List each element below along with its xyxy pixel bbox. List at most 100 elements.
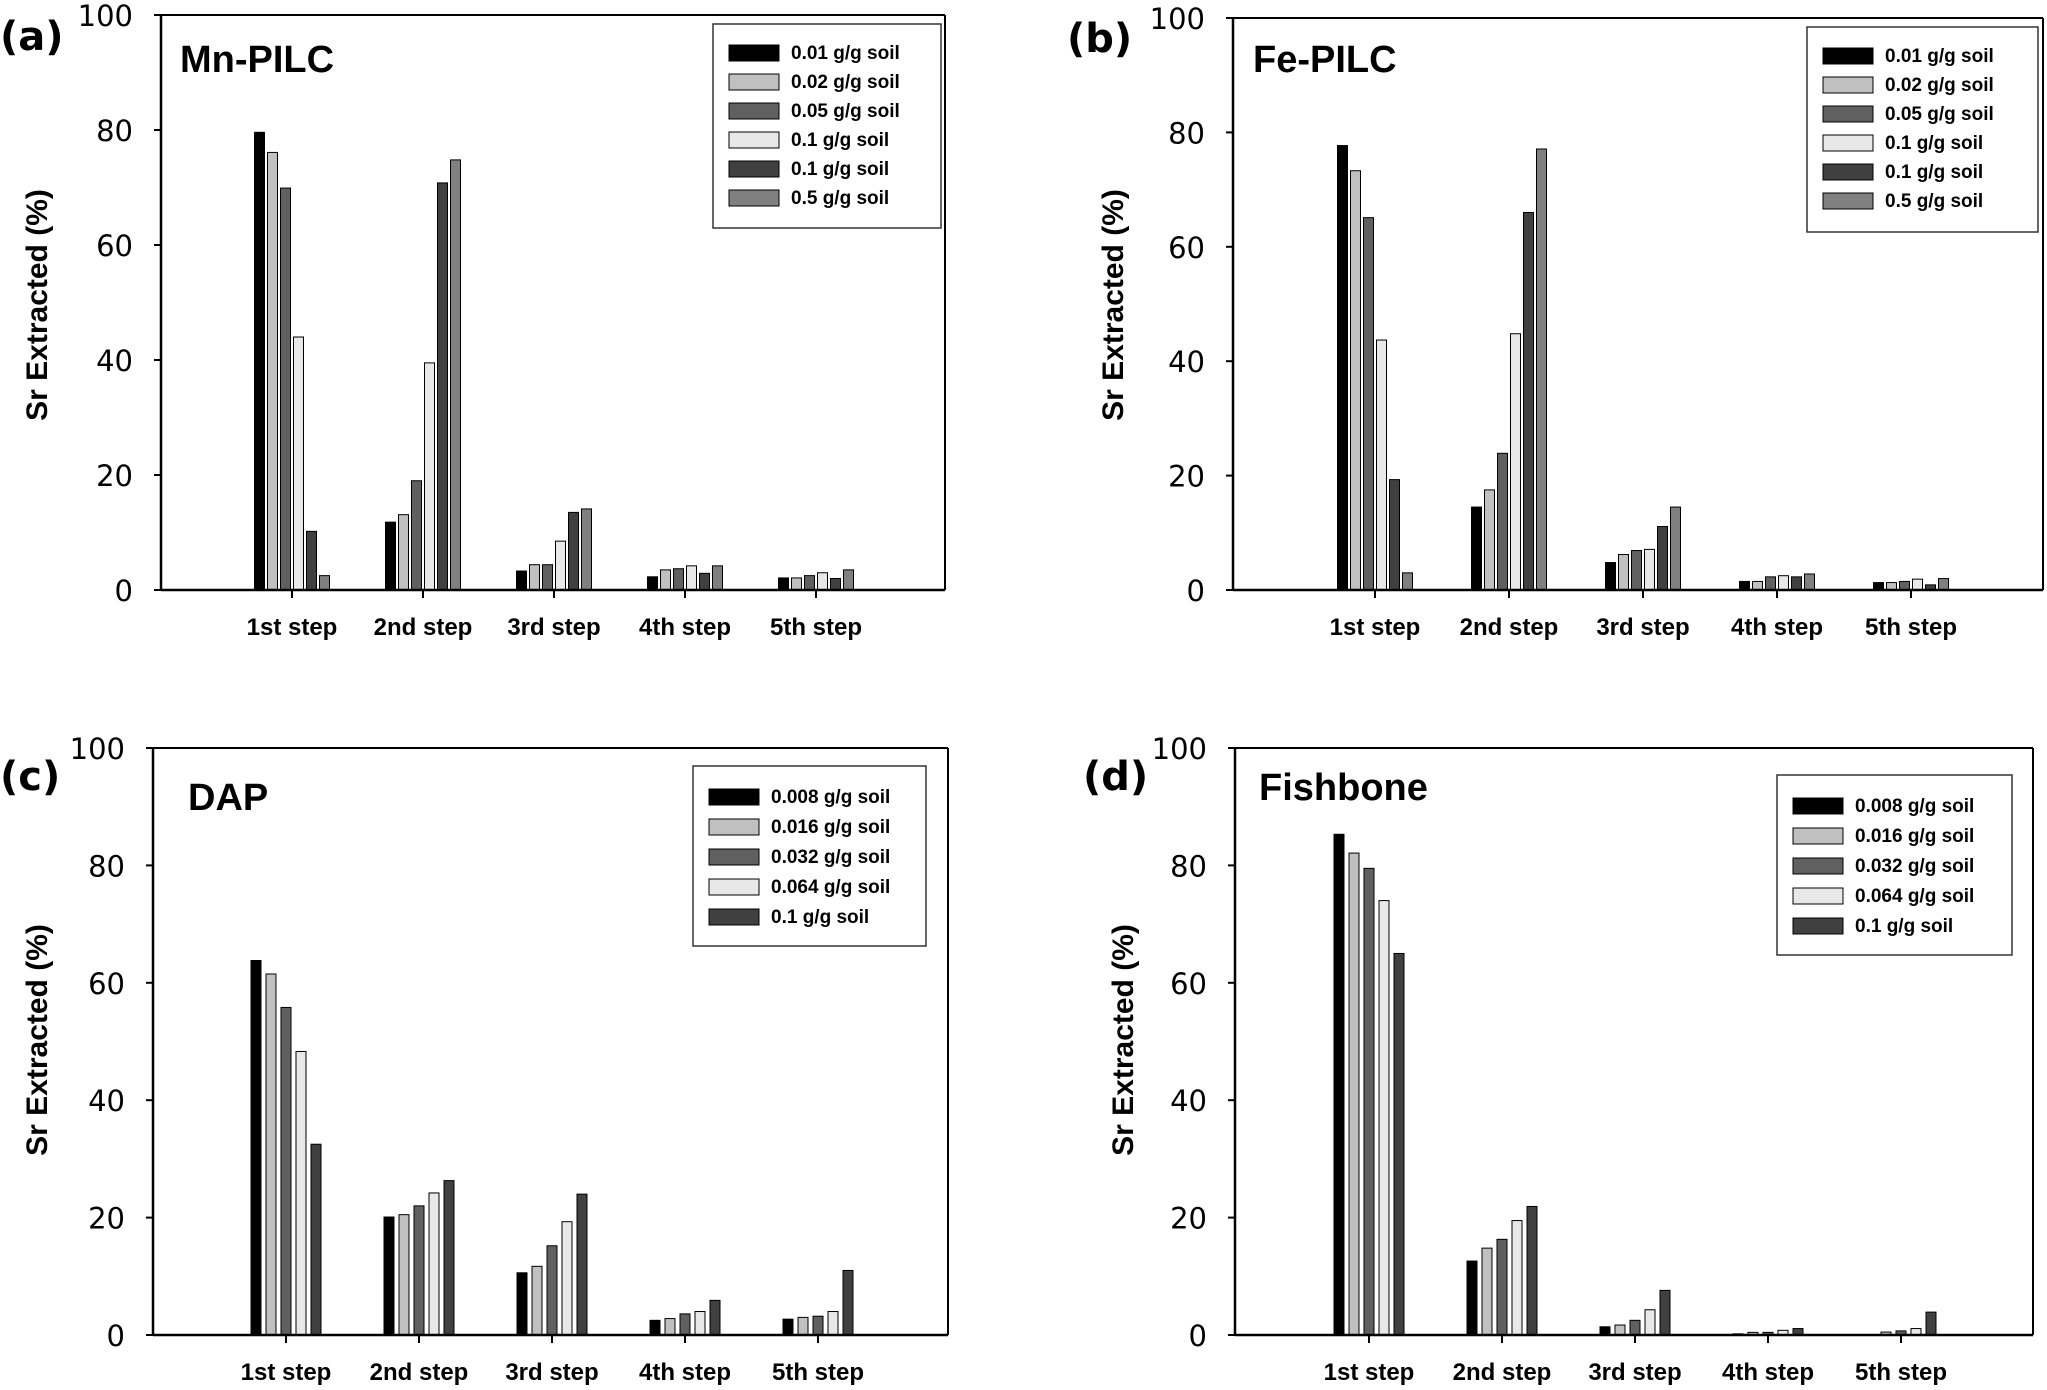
legend-item: 0.1 g/g soil bbox=[728, 130, 889, 151]
legend-label: 0.1 g/g soil bbox=[1855, 916, 1953, 937]
legend-swatch bbox=[1792, 887, 1844, 905]
bar bbox=[265, 973, 277, 1336]
panel-label: (b) bbox=[1067, 16, 1132, 62]
bar bbox=[398, 514, 409, 591]
bar bbox=[310, 1143, 322, 1336]
bar bbox=[782, 1318, 794, 1336]
bar bbox=[1657, 526, 1668, 591]
y-tick-label: 20 bbox=[1168, 460, 1205, 494]
legend-swatch bbox=[728, 73, 780, 91]
legend-swatch bbox=[1822, 47, 1874, 65]
y-tick-label: 80 bbox=[96, 114, 133, 148]
y-tick-label: 80 bbox=[1168, 116, 1205, 150]
legend-label: 0.016 g/g soil bbox=[1855, 826, 1974, 847]
bar bbox=[647, 576, 658, 591]
legend-item: 0.008 g/g soil bbox=[1792, 796, 1974, 817]
bar bbox=[293, 336, 304, 591]
x-tick-label: 1st step bbox=[1324, 1359, 1415, 1386]
panel-title: Fishbone bbox=[1259, 767, 1428, 809]
bar bbox=[516, 1272, 528, 1336]
legend-swatch bbox=[1792, 857, 1844, 875]
x-tick-label: 5th step bbox=[770, 614, 862, 641]
bar bbox=[1389, 479, 1400, 591]
x-tick-label: 3rd step bbox=[1588, 1359, 1681, 1386]
bar bbox=[383, 1216, 395, 1336]
legend-label: 0.064 g/g soil bbox=[1855, 886, 1974, 907]
legend-label: 0.008 g/g soil bbox=[1855, 796, 1974, 817]
bar bbox=[1510, 333, 1521, 591]
legend-label: 0.1 g/g soil bbox=[791, 159, 889, 180]
bar bbox=[830, 578, 841, 591]
panel-a: (a) Mn-PILC Sr Extracted (%) 0 20 40 60 80 10… bbox=[0, 0, 946, 641]
bar bbox=[1644, 548, 1655, 591]
bar bbox=[568, 511, 579, 591]
x-tick-label: 4th step bbox=[639, 1359, 731, 1386]
legend: 0.01 g/g soil 0.02 g/g soil 0.05 g/g soil 0… bbox=[1806, 26, 2039, 233]
legend-item: 0.064 g/g soil bbox=[708, 877, 890, 898]
panel-label: (a) bbox=[0, 14, 64, 60]
legend: 0.008 g/g soil 0.016 g/g soil 0.032 g/g so… bbox=[692, 765, 927, 947]
legend-swatch bbox=[1822, 163, 1874, 181]
y-axis-label: Sr Extracted (%) bbox=[21, 189, 54, 421]
legend-swatch bbox=[1822, 134, 1874, 152]
bar bbox=[1497, 452, 1508, 591]
bar bbox=[660, 569, 671, 591]
legend-label: 0.01 g/g soil bbox=[1885, 46, 1994, 67]
bar bbox=[1644, 1309, 1656, 1336]
legend-item: 0.5 g/g soil bbox=[728, 188, 889, 209]
y-tick-label: 0 bbox=[115, 574, 133, 608]
legend-item: 0.01 g/g soil bbox=[1822, 46, 1994, 67]
y-tick-label: 100 bbox=[78, 0, 133, 33]
legend-item: 0.05 g/g soil bbox=[1822, 104, 1994, 125]
bar bbox=[250, 959, 262, 1336]
bar bbox=[679, 1313, 691, 1336]
legend-label: 0.05 g/g soil bbox=[791, 101, 900, 122]
y-tick-label: 40 bbox=[88, 1084, 125, 1118]
y-tick-label: 20 bbox=[96, 459, 133, 493]
legend-label: 0.02 g/g soil bbox=[1885, 75, 1994, 96]
y-tick-label: 100 bbox=[1152, 732, 1207, 766]
bar bbox=[694, 1311, 706, 1336]
bar bbox=[561, 1221, 573, 1336]
bar bbox=[1393, 952, 1405, 1336]
bar bbox=[686, 565, 697, 591]
y-tick-label: 0 bbox=[107, 1319, 125, 1353]
y-tick-label: 100 bbox=[1150, 2, 1205, 36]
legend-label: 0.1 g/g soil bbox=[1885, 162, 1983, 183]
bar bbox=[812, 1315, 824, 1336]
x-tick-label: 3rd step bbox=[507, 614, 600, 641]
legend-label: 0.008 g/g soil bbox=[771, 787, 890, 808]
bar bbox=[398, 1214, 410, 1336]
bar bbox=[1523, 211, 1534, 591]
y-axis-label: Sr Extracted (%) bbox=[21, 924, 54, 1156]
legend-swatch bbox=[1792, 917, 1844, 935]
legend-item: 0.5 g/g soil bbox=[1822, 191, 1983, 212]
x-tick-label: 5th step bbox=[1855, 1359, 1947, 1386]
legend-item: 0.01 g/g soil bbox=[728, 43, 900, 64]
legend-item: 0.02 g/g soil bbox=[1822, 75, 1994, 96]
bar bbox=[797, 1316, 809, 1336]
bar bbox=[531, 1265, 543, 1336]
bar bbox=[306, 530, 317, 591]
bar bbox=[411, 480, 422, 591]
bar bbox=[413, 1205, 425, 1336]
x-tick-label: 4th step bbox=[639, 614, 731, 641]
bar bbox=[576, 1193, 588, 1336]
legend-label: 0.1 g/g soil bbox=[1885, 133, 1983, 154]
bar bbox=[319, 575, 330, 591]
bar bbox=[709, 1299, 721, 1336]
bar bbox=[1466, 1260, 1478, 1336]
panel-label: (d) bbox=[1083, 754, 1148, 800]
y-tick-label: 60 bbox=[1168, 231, 1205, 265]
legend-label: 0.064 g/g soil bbox=[771, 877, 890, 898]
x-tick-label: 4th step bbox=[1731, 614, 1823, 641]
y-tick-label: 100 bbox=[70, 732, 125, 766]
legend-label: 0.1 g/g soil bbox=[791, 130, 889, 151]
y-tick-label: 20 bbox=[1170, 1202, 1207, 1236]
legend: 0.008 g/g soil 0.016 g/g soil 0.032 g/g so… bbox=[1776, 774, 2013, 956]
x-tick-label: 2nd step bbox=[1460, 614, 1559, 641]
legend-item: 0.1 g/g soil bbox=[1822, 133, 1983, 154]
bar bbox=[712, 565, 723, 591]
bar bbox=[673, 568, 684, 591]
bar bbox=[267, 151, 278, 591]
